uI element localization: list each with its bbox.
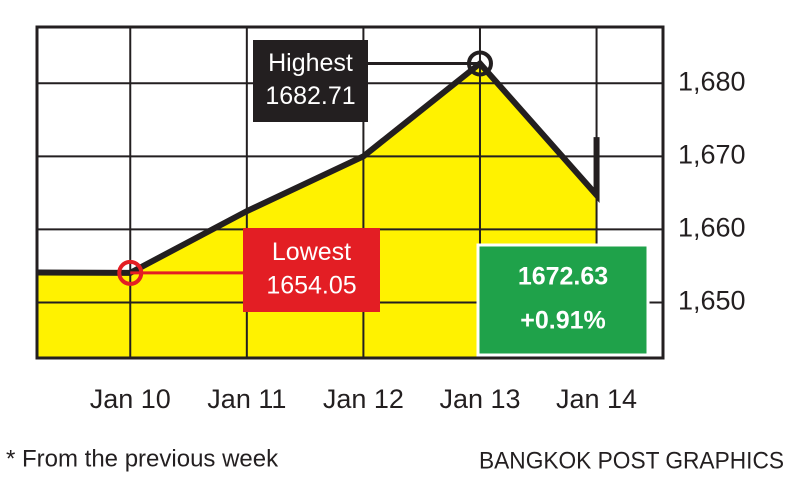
annotation-box <box>253 40 368 122</box>
y-tick-label: 1,680 <box>678 66 746 96</box>
source: BANGKOK POST GRAPHICS <box>479 447 784 474</box>
annotation-text: Highest <box>268 49 353 77</box>
x-tick-label: Jan 11 <box>207 384 286 414</box>
y-tick-label: 1,660 <box>678 213 746 243</box>
area <box>37 63 597 358</box>
y-tick-label: 1,670 <box>678 139 746 169</box>
point-marker <box>117 259 144 286</box>
annotation-box <box>476 243 650 357</box>
annotation-text: Lowest <box>272 238 351 266</box>
annotation-text: 1682.71 <box>265 82 355 110</box>
plot-frame <box>35 25 665 360</box>
x-tick-label: Jan 10 <box>90 384 171 414</box>
x-tick-label: Jan 12 <box>323 384 404 414</box>
annotation-text: +0.91% <box>520 307 606 335</box>
point-marker <box>466 50 493 77</box>
annotation-text: 1672.63 <box>518 263 608 291</box>
annotation-text: 1654.05 <box>266 271 356 299</box>
x-tick-label: Jan 13 <box>439 384 520 414</box>
y-tick-label: 1,650 <box>678 286 746 316</box>
footnote: * From the previous week <box>6 445 279 472</box>
annotation-box <box>243 228 380 312</box>
x-tick-label: Jan 14 <box>556 384 637 414</box>
